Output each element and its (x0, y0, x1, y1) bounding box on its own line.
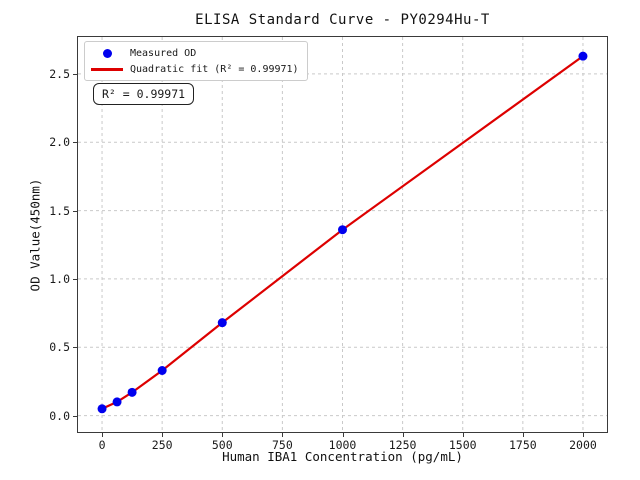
x-tick-label: 500 (211, 438, 233, 452)
plot-canvas (78, 37, 607, 432)
legend-marker-area (89, 48, 125, 58)
data-point-marker (97, 404, 107, 414)
x-tick-label: 1000 (328, 438, 357, 452)
x-tick-mark (462, 433, 464, 437)
legend-item-measured-od: Measured OD (89, 45, 299, 61)
red-line-icon (91, 67, 123, 71)
x-tick-mark (402, 433, 404, 437)
x-tick-mark (522, 433, 524, 437)
y-tick-label: 2.0 (49, 135, 70, 150)
x-tick-label: 1750 (508, 438, 537, 452)
x-tick-mark (342, 433, 344, 437)
x-tick-mark (102, 433, 104, 437)
data-point-marker (578, 51, 588, 61)
chart-title: ELISA Standard Curve - PY0294Hu-T (195, 12, 490, 28)
x-tick-mark (222, 433, 224, 437)
y-tick-mark (73, 415, 77, 417)
y-tick-mark (73, 142, 77, 144)
legend-label: Measured OD (130, 47, 197, 59)
y-tick-label: 1.0 (49, 271, 70, 286)
y-tick-mark (73, 278, 77, 280)
y-tick-mark (73, 347, 77, 349)
data-point-marker (127, 387, 137, 397)
data-point-marker (217, 318, 227, 328)
x-tick-label: 1250 (388, 438, 417, 452)
x-tick-mark (582, 433, 584, 437)
x-tick-label: 750 (271, 438, 293, 452)
x-tick-mark (162, 433, 164, 437)
x-tick-label: 0 (98, 438, 106, 452)
r-squared-annotation: R² = 0.99971 (93, 83, 195, 105)
y-tick-label: 2.5 (49, 66, 70, 81)
x-tick-mark (282, 433, 284, 437)
x-axis-label: Human IBA1 Concentration (pg/mL) (222, 449, 463, 464)
data-point-marker (112, 397, 122, 407)
y-tick-mark (73, 73, 77, 75)
legend-item-quadratic-fit: Quadratic fit (R² = 0.99971) (89, 61, 299, 77)
y-axis-label: OD Value(450nm) (27, 178, 43, 292)
x-tick-label: 250 (151, 438, 173, 452)
y-tick-label: 0.5 (49, 340, 70, 355)
x-tick-label: 2000 (569, 438, 597, 452)
legend-marker-area (89, 67, 125, 71)
data-point-marker (338, 225, 347, 235)
y-tick-label: 1.5 (49, 203, 70, 218)
x-tick-label: 1500 (448, 438, 477, 452)
y-tick-label: 0.0 (49, 408, 70, 423)
legend-label: Quadratic fit (R² = 0.99971) (130, 63, 299, 75)
y-tick-mark (73, 210, 77, 212)
data-point-marker (157, 365, 167, 375)
legend: Measured OD Quadratic fit (R² = 0.99971) (84, 41, 308, 81)
blue-dot-icon (102, 48, 112, 58)
